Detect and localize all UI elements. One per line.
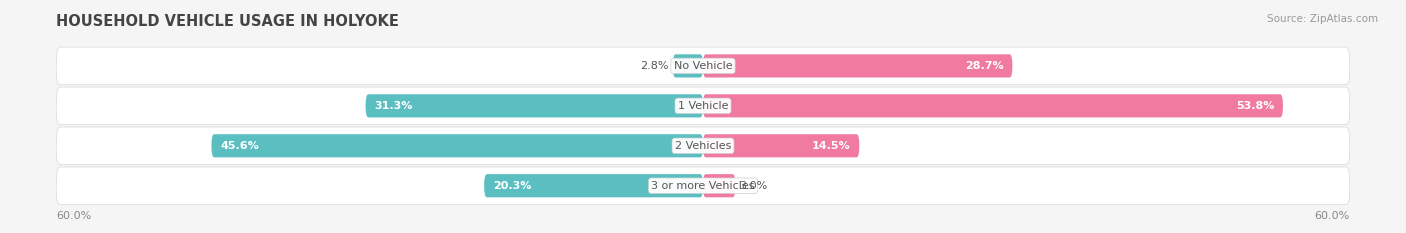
Text: 60.0%: 60.0%	[56, 211, 91, 221]
Text: HOUSEHOLD VEHICLE USAGE IN HOLYOKE: HOUSEHOLD VEHICLE USAGE IN HOLYOKE	[56, 14, 399, 29]
Text: 20.3%: 20.3%	[494, 181, 531, 191]
FancyBboxPatch shape	[366, 94, 703, 117]
Text: 31.3%: 31.3%	[374, 101, 412, 111]
Text: 28.7%: 28.7%	[965, 61, 1004, 71]
FancyBboxPatch shape	[703, 134, 859, 157]
FancyBboxPatch shape	[484, 174, 703, 197]
Text: 1 Vehicle: 1 Vehicle	[678, 101, 728, 111]
FancyBboxPatch shape	[703, 174, 735, 197]
FancyBboxPatch shape	[56, 167, 1350, 205]
Text: 14.5%: 14.5%	[813, 141, 851, 151]
FancyBboxPatch shape	[211, 134, 703, 157]
Text: 2 Vehicles: 2 Vehicles	[675, 141, 731, 151]
Text: 3 or more Vehicles: 3 or more Vehicles	[651, 181, 755, 191]
Text: 45.6%: 45.6%	[221, 141, 259, 151]
FancyBboxPatch shape	[673, 54, 703, 78]
Text: Source: ZipAtlas.com: Source: ZipAtlas.com	[1267, 14, 1378, 24]
Text: 53.8%: 53.8%	[1236, 101, 1274, 111]
Text: 60.0%: 60.0%	[1315, 211, 1350, 221]
FancyBboxPatch shape	[703, 94, 1282, 117]
FancyBboxPatch shape	[56, 87, 1350, 125]
FancyBboxPatch shape	[703, 54, 1012, 78]
Text: 2.8%: 2.8%	[640, 61, 668, 71]
Text: 3.0%: 3.0%	[740, 181, 768, 191]
FancyBboxPatch shape	[56, 47, 1350, 85]
FancyBboxPatch shape	[56, 127, 1350, 164]
Text: No Vehicle: No Vehicle	[673, 61, 733, 71]
